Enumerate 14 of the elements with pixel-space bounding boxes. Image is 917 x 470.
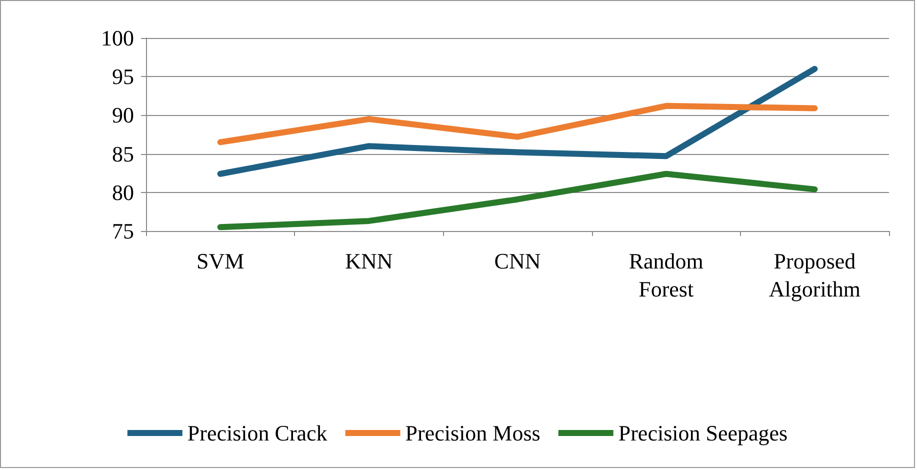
y-tick-label: 75 (112, 218, 134, 244)
y-tick-label: 100 (101, 26, 134, 50)
y-tick-label: 90 (112, 102, 134, 128)
x-tick-label: SVM (196, 248, 244, 274)
legend-label: Precision Crack (187, 420, 328, 446)
x-tick-label: Proposed Algorithm (768, 248, 861, 302)
y-tick-label: 95 (112, 64, 134, 90)
x-tick-label: KNN (345, 248, 393, 274)
y-tick-label: 80 (112, 180, 134, 205)
x-tick-label: Random Forest (628, 248, 704, 302)
legend-label: Precision Moss (405, 420, 540, 446)
x-tick-label: CNN (494, 248, 541, 274)
y-tick-label: 85 (112, 141, 134, 166)
legend-label: Precision Seepages (618, 420, 788, 446)
